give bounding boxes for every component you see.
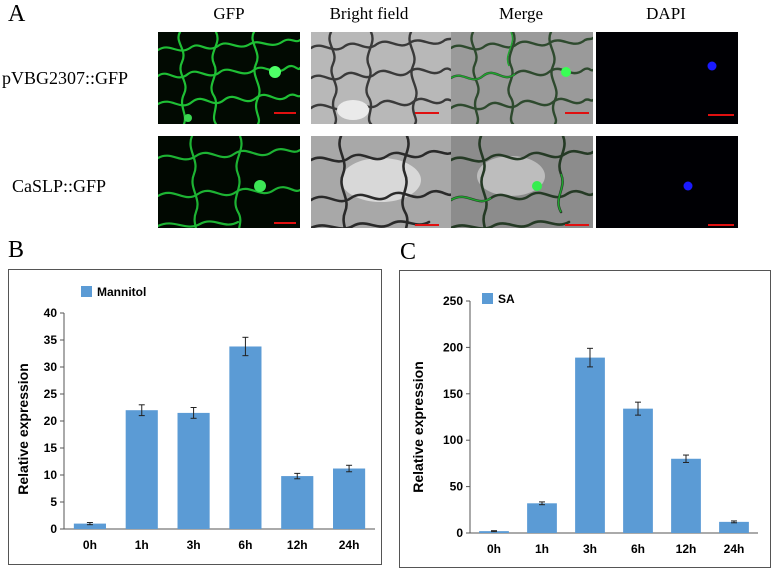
- chart-b-bar-12h: [281, 476, 314, 529]
- chart-c-legend-label: SA: [498, 292, 515, 306]
- chart-b-y-tick-label: 30: [44, 360, 58, 374]
- chart-b-bar-3h: [177, 412, 210, 529]
- column-header-merge: Merge: [498, 4, 544, 23]
- micrograph-bright-field-row2: [311, 136, 453, 228]
- chart-c-bar-1h: [527, 503, 557, 533]
- micrograph-bright-field-row1: [311, 32, 453, 124]
- chart-c-y-tick-label: 50: [450, 480, 464, 494]
- micrograph-dapi-row1: [596, 32, 738, 124]
- chart-c-legend-swatch: [482, 293, 493, 304]
- chart-b-legend-label: Mannitol: [97, 285, 146, 299]
- micrograph-merge-row2: [451, 136, 593, 228]
- chart-c-x-tick-label-24h: 24h: [724, 542, 745, 556]
- column-header-dapi: DAPI: [646, 4, 686, 23]
- chart-c-y-axis-label: Relative expression: [410, 361, 426, 493]
- column-header-gfp: GFP: [213, 4, 245, 23]
- chart-c-y-tick-label: 0: [456, 526, 463, 540]
- chart-c-bar-6h: [623, 408, 653, 533]
- chart-b-bar-24h: [333, 468, 366, 529]
- chart-c-x-tick-label-12h: 12h: [676, 542, 697, 556]
- chart-c-y-tick-label: 100: [443, 433, 463, 447]
- chart-c-bar-24h: [719, 521, 749, 533]
- chart-c-bar-12h: [671, 458, 701, 533]
- chart-b-mannitol: 0 5 10 15 20 25 30 35 40 Relative expression 0h 1h 3…: [15, 285, 375, 552]
- chart-b-bar-6h: [229, 346, 262, 529]
- chart-b-bar-1h: [125, 410, 158, 529]
- chart-c-y-tick-label: 250: [443, 294, 463, 308]
- column-header-bright-field: Bright field: [329, 4, 409, 23]
- panel-letter-a: A: [8, 1, 26, 27]
- chart-c-x-tick-label-0h: 0h: [487, 542, 501, 556]
- chart-b-y-tick-label: 25: [44, 387, 58, 401]
- chart-b-frame: 0 5 10 15 20 25 30 35 40 Relative expression 0h 1h 3…: [8, 269, 382, 565]
- panel-letter-c: C: [400, 239, 417, 265]
- micrograph-merge-row1: [451, 32, 593, 124]
- chart-b-x-tick-label-1h: 1h: [135, 538, 149, 552]
- chart-c-frame: 0 50 100 150 200 250 Relative expression 0h 1h 3h…: [399, 270, 771, 568]
- panel-letter-b: B: [8, 237, 25, 263]
- chart-b-x-tick-label-24h: 24h: [339, 538, 360, 552]
- chart-b-y-tick-label: 20: [44, 414, 58, 428]
- chart-c-x-tick-label-3h: 3h: [583, 542, 597, 556]
- chart-b-y-tick-label: 0: [50, 522, 57, 536]
- chart-c-x-tick-label-6h: 6h: [631, 542, 645, 556]
- chart-c-x-tick-label-1h: 1h: [535, 542, 549, 556]
- row-label-caslp-gfp: CaSLP::GFP: [12, 176, 107, 196]
- chart-c-y-tick-label: 200: [443, 340, 463, 354]
- row-label-pvbg2307-gfp: pVBG2307::GFP: [2, 68, 129, 88]
- chart-b-x-tick-label-6h: 6h: [238, 538, 252, 552]
- chart-b-y-tick-label: 10: [44, 468, 58, 482]
- chart-b-x-tick-label-3h: 3h: [187, 538, 201, 552]
- chart-b-y-tick-label: 40: [44, 306, 58, 320]
- chart-b-y-tick-label: 5: [50, 495, 57, 509]
- chart-b-x-tick-label-12h: 12h: [287, 538, 308, 552]
- chart-c-y-tick-label: 150: [443, 387, 463, 401]
- chart-b-y-tick-label: 35: [44, 333, 58, 347]
- chart-b-x-tick-label-0h: 0h: [83, 538, 97, 552]
- chart-c-bar-3h: [575, 357, 605, 533]
- chart-b-y-tick-label: 15: [44, 441, 58, 455]
- micrograph-dapi-row2: [596, 136, 738, 228]
- chart-b-y-axis-label: Relative expression: [15, 363, 31, 495]
- micrograph-gfp-row1: [158, 32, 300, 124]
- chart-b-legend-swatch: [81, 286, 92, 297]
- chart-b-bar-0h: [73, 523, 106, 529]
- micrograph-gfp-row2: [158, 136, 300, 228]
- chart-c-sa: 0 50 100 150 200 250 Relative expression 0h 1h 3h…: [410, 292, 758, 556]
